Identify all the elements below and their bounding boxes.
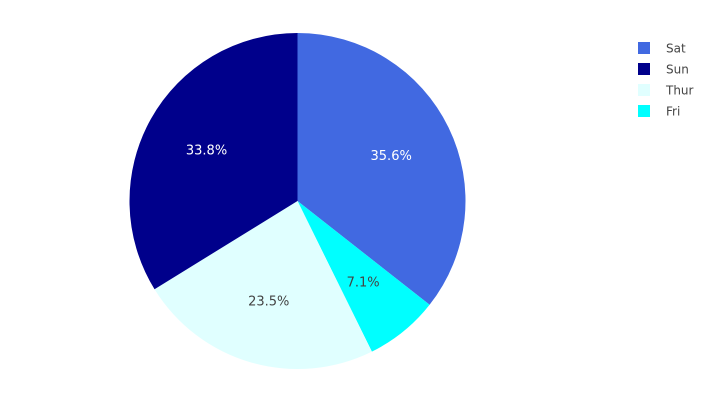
legend-label-sun: Sun [666,63,689,77]
legend-label-sat: Sat [666,42,686,56]
legend-item-sun[interactable]: Sun [638,63,689,77]
slice-label-thur: 23.5% [248,295,289,310]
legend-item-thur[interactable]: Thur [638,84,694,98]
legend-item-fri[interactable]: Fri [638,105,680,119]
legend-swatch-sat [638,42,650,54]
legend-item-sat[interactable]: Sat [638,42,686,56]
legend-label-fri: Fri [666,105,680,119]
legend-swatch-thur [638,84,650,96]
slice-label-sun: 33.8% [186,144,227,159]
pie-slice-sun[interactable] [129,33,298,290]
pie-group: 35.6% 7.1% 23.5% 33.8% [129,33,466,369]
legend-label-thur: Thur [665,84,694,98]
legend-swatch-sun [638,63,650,75]
pie-slice-thur[interactable] [154,201,372,369]
slice-label-fri: 7.1% [347,275,380,290]
slice-label-sat: 35.6% [371,149,412,164]
pie-slice-sat[interactable] [297,33,466,305]
pie-slice-fri[interactable] [297,201,430,352]
legend: Sat Sun Thur Fri [638,42,694,119]
legend-swatch-fri [638,105,650,117]
